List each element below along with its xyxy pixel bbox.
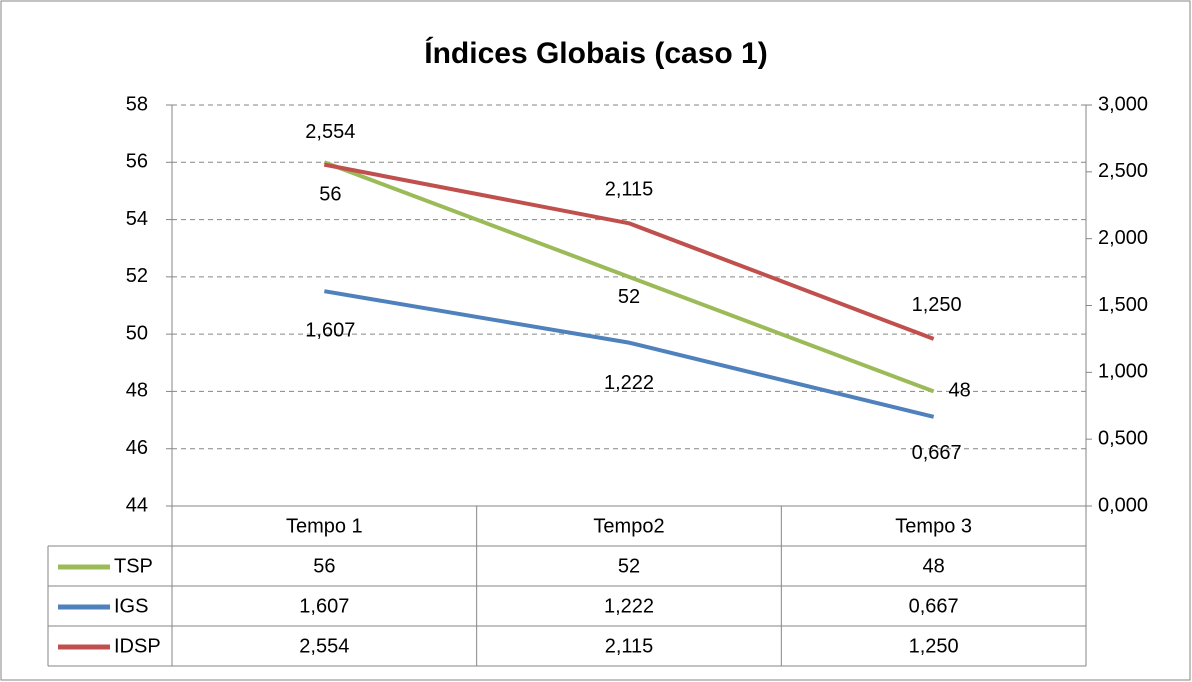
table-cell: 48 bbox=[923, 555, 945, 577]
legend-label: IGS bbox=[114, 595, 148, 617]
y-tick-label: 50 bbox=[126, 322, 148, 344]
data-label: 1,222 bbox=[604, 372, 654, 394]
x-tick-label: Tempo 1 bbox=[286, 515, 363, 537]
y-tick-label: 52 bbox=[126, 265, 148, 287]
y2-tick-label: 0,500 bbox=[1098, 427, 1148, 449]
table-cell: 1,222 bbox=[604, 595, 654, 617]
table-cell: 2,554 bbox=[299, 635, 349, 657]
table-cell: 2,115 bbox=[605, 635, 654, 657]
table-cell: 1,607 bbox=[299, 595, 349, 617]
y2-tick-label: 2,000 bbox=[1098, 227, 1148, 249]
chart-title: Índices Globais (caso 1) bbox=[424, 36, 767, 70]
table-cell: 1,250 bbox=[909, 635, 959, 657]
data-label: 48 bbox=[949, 380, 971, 402]
series-line bbox=[323, 160, 935, 394]
data-label: 52 bbox=[618, 286, 640, 308]
data-label: 56 bbox=[319, 184, 341, 206]
series-line bbox=[323, 162, 935, 341]
x-tick-label: Tempo 3 bbox=[895, 515, 972, 537]
data-label: 0,667 bbox=[912, 442, 962, 464]
y2-tick-label: 1,500 bbox=[1098, 294, 1148, 316]
data-label: 2,554 bbox=[305, 121, 355, 143]
y2-tick-label: 2,500 bbox=[1098, 160, 1148, 182]
x-tick-label: Tempo2 bbox=[593, 515, 664, 537]
y2-tick-label: 0,000 bbox=[1098, 494, 1148, 516]
y-tick-label: 58 bbox=[126, 93, 148, 115]
legend-label: IDSP bbox=[114, 635, 161, 657]
y2-tick-label: 1,000 bbox=[1098, 361, 1148, 383]
data-label: 1,250 bbox=[912, 294, 962, 316]
series-line bbox=[324, 289, 935, 419]
y-tick-label: 46 bbox=[126, 437, 148, 459]
table-cell: 52 bbox=[618, 555, 640, 577]
y-tick-label: 44 bbox=[126, 494, 148, 516]
y2-tick-label: 3,000 bbox=[1098, 93, 1148, 115]
table-cell: 56 bbox=[313, 555, 335, 577]
legend-label: TSP bbox=[114, 555, 153, 577]
y-tick-label: 54 bbox=[126, 208, 148, 230]
data-label: 2,115 bbox=[605, 179, 654, 201]
table-cell: 0,667 bbox=[909, 595, 959, 617]
y-tick-label: 56 bbox=[126, 151, 148, 173]
y-tick-label: 48 bbox=[126, 380, 148, 402]
data-label: 1,607 bbox=[305, 319, 355, 341]
